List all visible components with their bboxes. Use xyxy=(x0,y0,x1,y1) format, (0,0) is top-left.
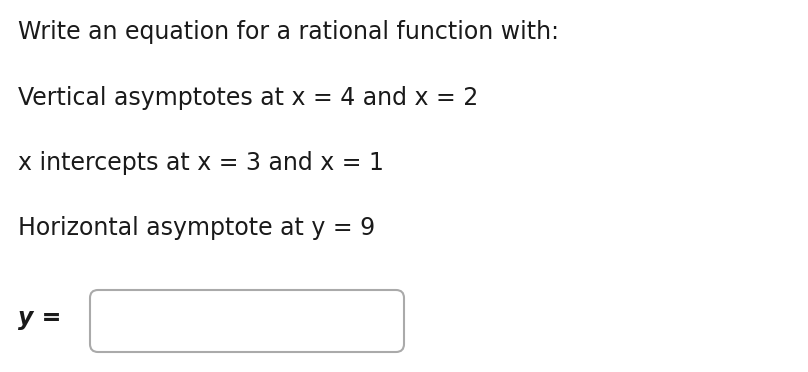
Text: y =: y = xyxy=(18,306,61,330)
FancyBboxPatch shape xyxy=(90,290,404,352)
Text: Write an equation for a rational function with:: Write an equation for a rational functio… xyxy=(18,20,559,44)
Text: Horizontal asymptote at y = 9: Horizontal asymptote at y = 9 xyxy=(18,216,375,240)
Text: x intercepts at x = 3 and x = 1: x intercepts at x = 3 and x = 1 xyxy=(18,151,384,175)
Text: Vertical asymptotes at x = 4 and x = 2: Vertical asymptotes at x = 4 and x = 2 xyxy=(18,86,478,110)
